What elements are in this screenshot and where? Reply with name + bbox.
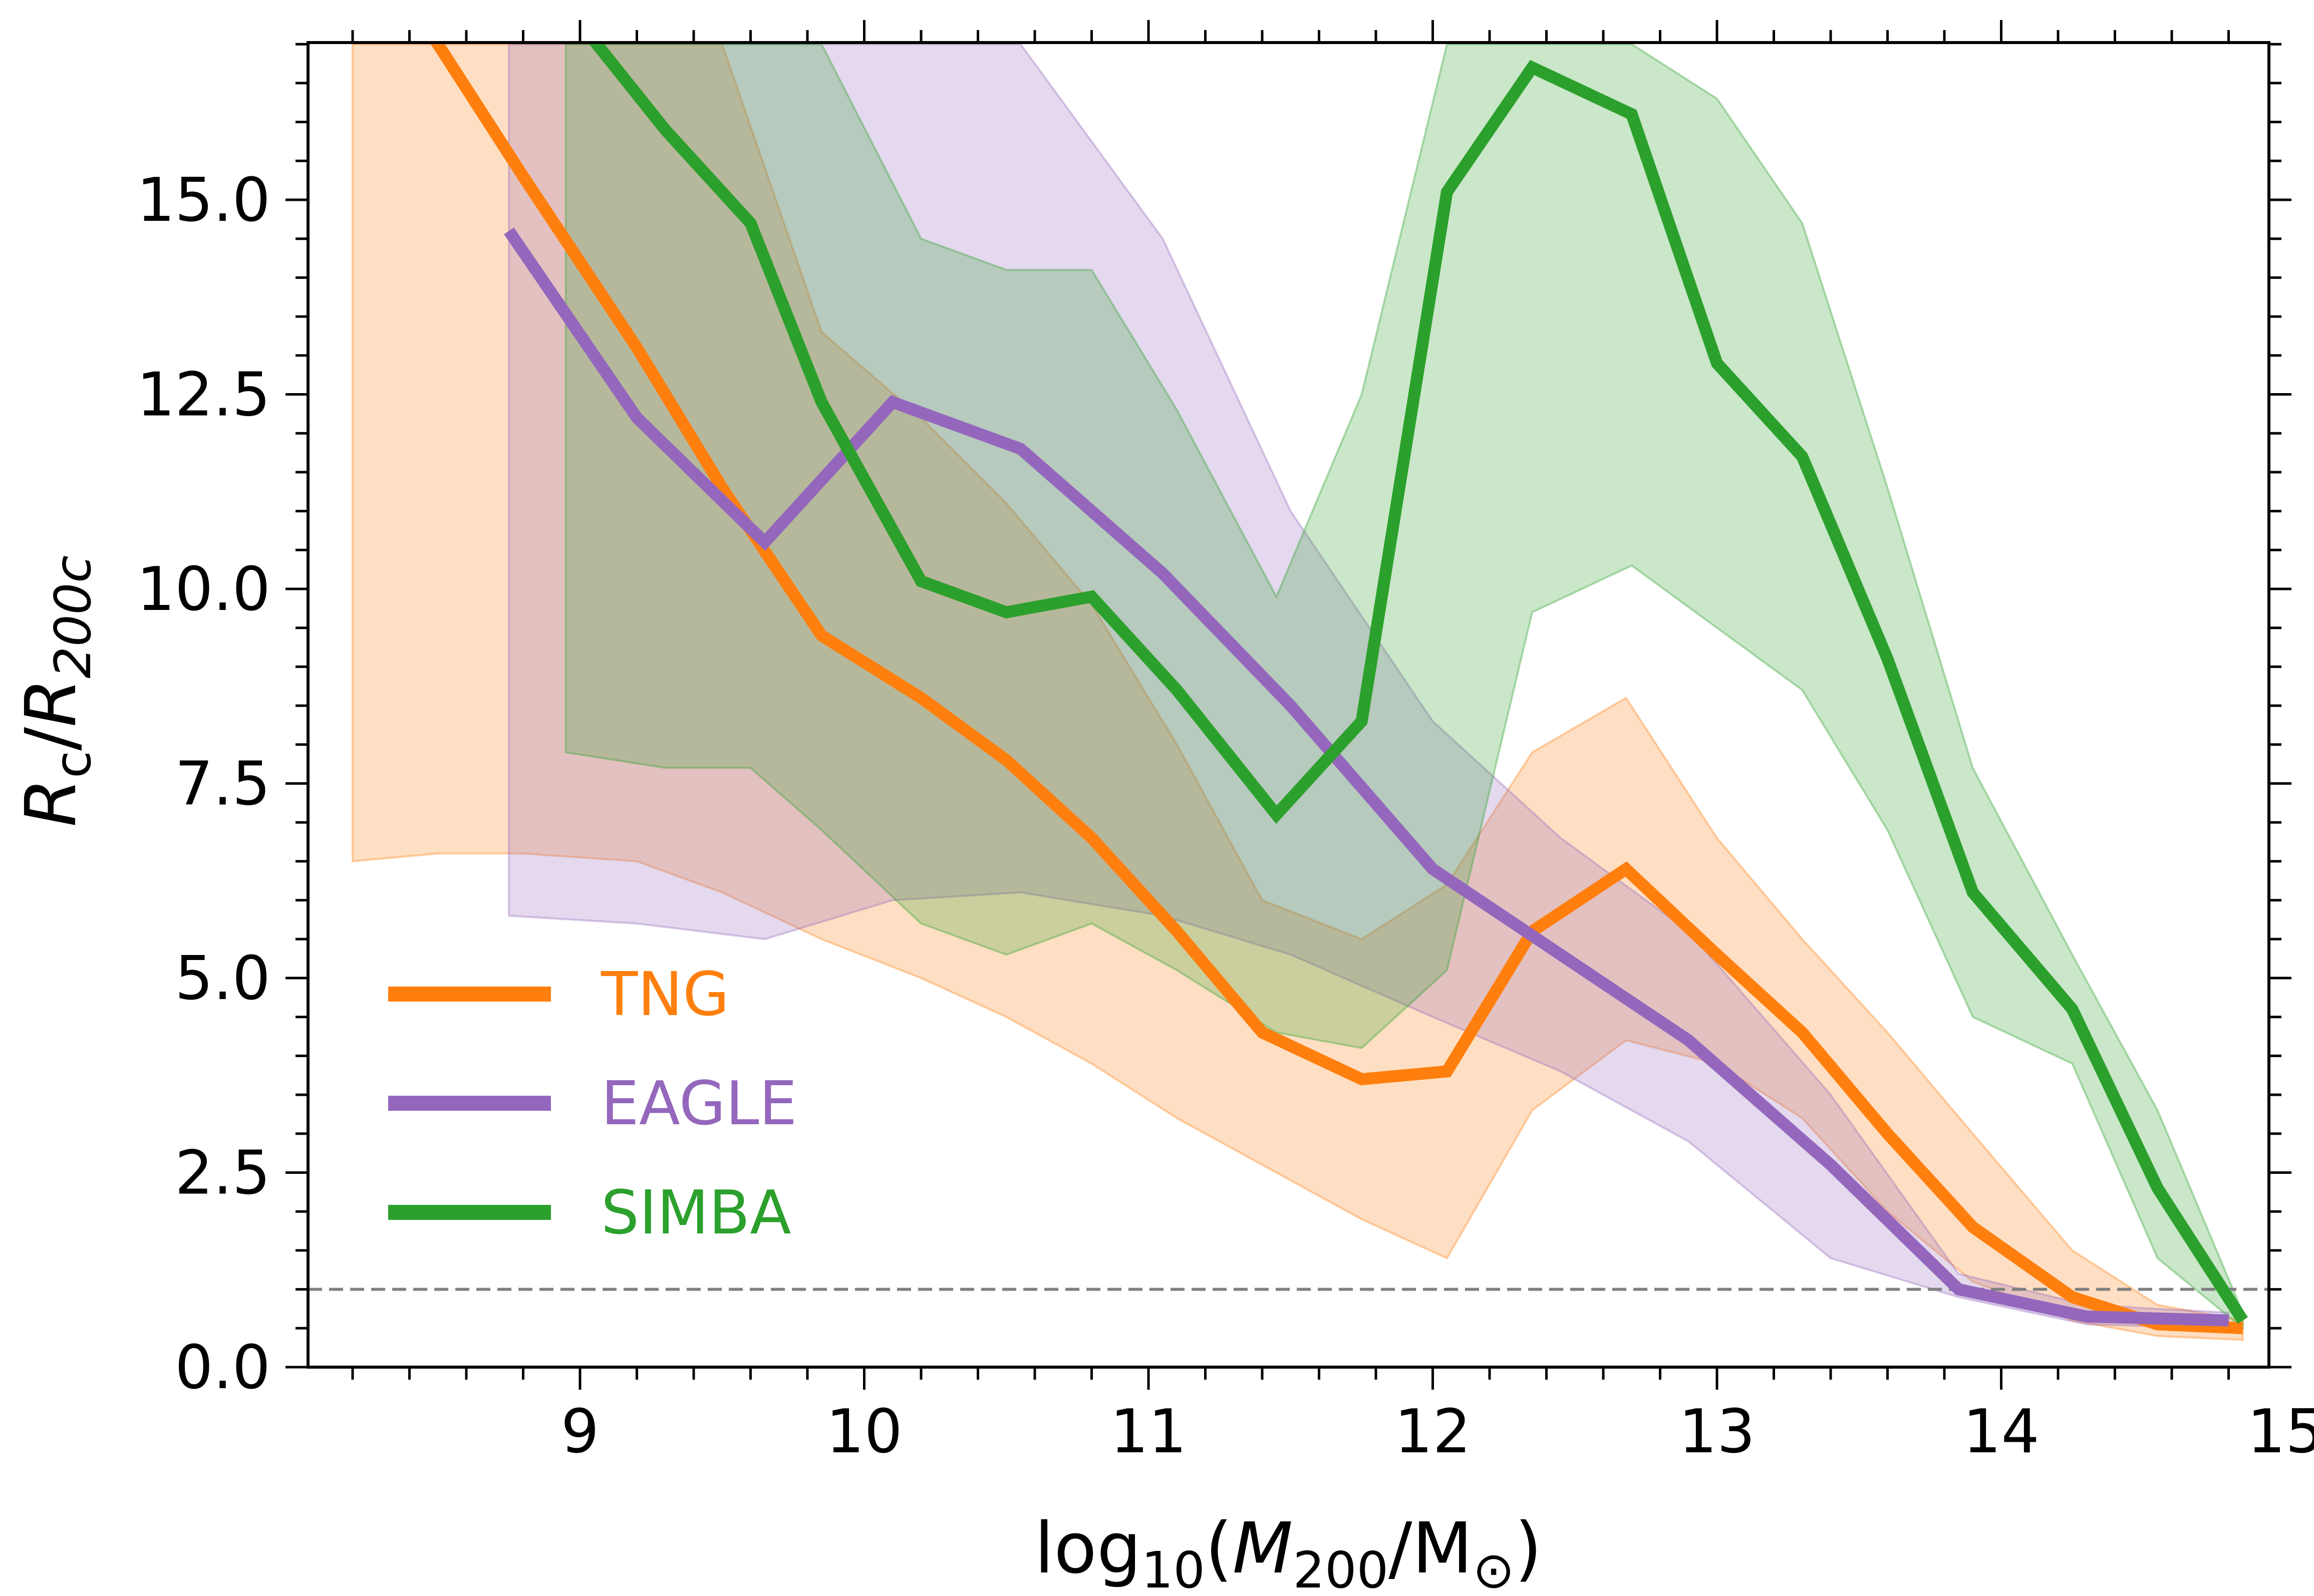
x-tick-label: 12 [1394, 1397, 1471, 1467]
x-tick-label: 13 [1679, 1397, 1756, 1467]
y-axis-label: Rc/R200c [11, 555, 102, 827]
legend-label-tng: TNG [601, 960, 729, 1030]
x-tick-label: 10 [826, 1397, 903, 1467]
y-tick-label: 15.0 [137, 166, 270, 235]
legend: TNG EAGLE SIMBA [388, 960, 797, 1248]
axis-ticks [285, 20, 2291, 1390]
y-tick-label: 0.0 [175, 1333, 270, 1403]
band-tng [352, 43, 2244, 1341]
x-tick-label: 15 [2247, 1397, 2314, 1467]
series-line-eagle [504, 227, 2229, 1327]
series-line-tng [429, 43, 2243, 1335]
confidence-bands [352, 43, 2244, 1341]
x-axis-label: log10(M200/M⊙) [1034, 1508, 1542, 1596]
legend-label-eagle: EAGLE [601, 1069, 797, 1139]
y-tick-label: 10.0 [137, 555, 270, 624]
x-tick-labels: 9 10 11 12 13 14 15 [561, 1397, 2314, 1467]
x-tick-label: 11 [1110, 1397, 1187, 1467]
y-tick-label: 2.5 [175, 1139, 270, 1208]
y-tick-labels: 0.0 2.5 5.0 7.5 10.0 12.5 15.0 [137, 166, 270, 1403]
y-tick-label: 5.0 [175, 944, 270, 1014]
x-tick-label: 9 [561, 1397, 599, 1467]
series-line-simba [588, 43, 2248, 1324]
legend-label-simba: SIMBA [601, 1178, 791, 1248]
y-tick-label: 7.5 [175, 750, 270, 819]
y-tick-label: 12.5 [137, 361, 270, 430]
x-tick-label: 14 [1963, 1397, 2040, 1467]
series-lines [429, 43, 2248, 1335]
